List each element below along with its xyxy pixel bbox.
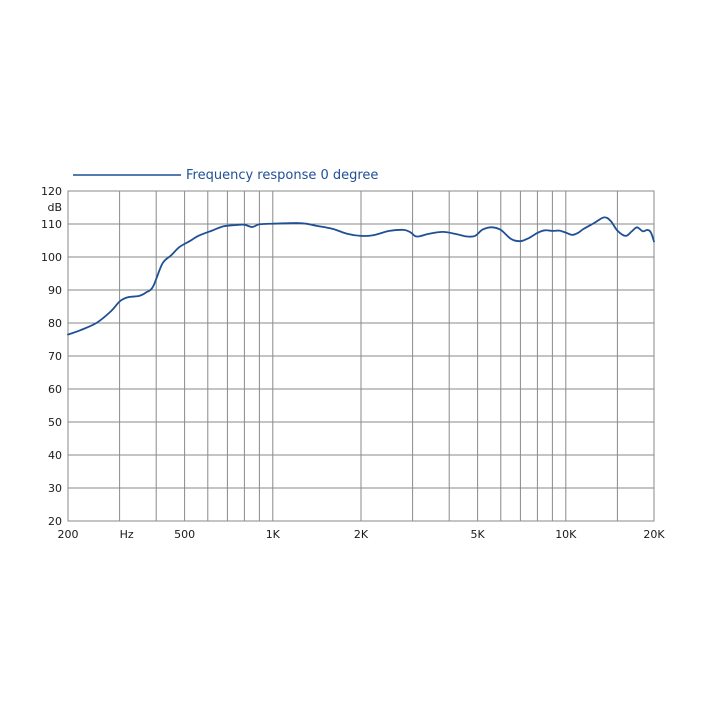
x-tick-label: 20K bbox=[643, 528, 665, 541]
legend-label: Frequency response 0 degree bbox=[186, 168, 378, 183]
x-tick-label: 1K bbox=[266, 528, 281, 541]
y-tick-label: 100 bbox=[41, 251, 62, 264]
y-tick-label: 40 bbox=[48, 449, 62, 462]
plot-frame bbox=[67, 190, 655, 522]
series-line-frequency-response bbox=[67, 216, 655, 336]
x-tick-label: 10K bbox=[555, 528, 577, 541]
x-axis-unit-label: Hz bbox=[120, 528, 134, 541]
x-tick-label: 5K bbox=[470, 528, 485, 541]
y-tick-label: 60 bbox=[48, 383, 62, 396]
y-tick-label: 20 bbox=[48, 515, 62, 528]
y-tick-label: 30 bbox=[48, 482, 62, 495]
y-tick-label: 70 bbox=[48, 350, 62, 363]
x-axis-tick-labels: 200 500 1K 2K 5K 10K 20K bbox=[58, 528, 666, 541]
y-tick-label: 110 bbox=[41, 218, 62, 231]
x-tick-label: 200 bbox=[58, 528, 79, 541]
legend: Frequency response 0 degree bbox=[73, 168, 378, 183]
x-tick-label: 500 bbox=[174, 528, 195, 541]
y-axis-tick-labels: 20 30 40 50 60 70 80 90 100 110 120 bbox=[41, 185, 62, 528]
y-tick-label: 80 bbox=[48, 317, 62, 330]
y-tick-label: 120 bbox=[41, 185, 62, 198]
y-axis-label: dB bbox=[47, 201, 62, 214]
grid bbox=[67, 190, 655, 522]
y-tick-label: 90 bbox=[48, 284, 62, 297]
x-tick-label: 2K bbox=[354, 528, 369, 541]
y-tick-label: 50 bbox=[48, 416, 62, 429]
